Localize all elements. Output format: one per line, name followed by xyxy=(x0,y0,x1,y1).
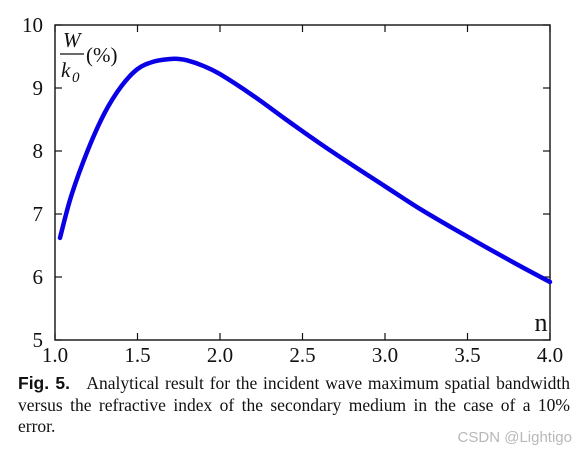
y-tick-label: 6 xyxy=(33,265,44,289)
y-tick-label: 7 xyxy=(33,202,44,226)
figure-caption: Fig. 5. Analytical result for the incide… xyxy=(18,373,570,438)
watermark: CSDN @Lightigo xyxy=(457,429,572,446)
y-tick-labels: 5 6 7 8 9 10 xyxy=(22,13,43,352)
x-axis-label: n xyxy=(535,308,548,337)
x-tick-label: 3.0 xyxy=(372,343,398,367)
x-tick-label: 4.0 xyxy=(537,343,563,367)
x-tick-label: 2.5 xyxy=(289,343,315,367)
y-label-denominator: k xyxy=(61,58,71,82)
x-tick-label: 3.5 xyxy=(454,343,480,367)
y-tick-label: 10 xyxy=(22,13,43,37)
x-tick-label: 1.0 xyxy=(42,343,68,367)
y-tick-label: 9 xyxy=(33,76,44,100)
y-tick-label: 5 xyxy=(33,328,44,352)
tick-marks xyxy=(54,24,551,341)
caption-label: Fig. 5. xyxy=(18,373,70,393)
caption-text: Analytical result for the incident wave … xyxy=(18,373,570,436)
y-label-subscript: 0 xyxy=(72,70,80,86)
x-tick-labels: 1.0 1.5 2.0 2.5 3.0 3.5 4.0 xyxy=(42,343,563,367)
series-line xyxy=(57,56,553,285)
y-axis-label: W k 0 (%) xyxy=(60,28,117,86)
line-chart: 1.0 1.5 2.0 2.5 3.0 3.5 4.0 5 6 7 8 9 10 n W k 0 (%… xyxy=(22,13,563,367)
y-label-unit: (%) xyxy=(86,43,117,67)
x-tick-label: 1.5 xyxy=(124,343,150,367)
y-tick-label: 8 xyxy=(33,139,44,163)
y-label-numerator: W xyxy=(63,28,83,52)
x-tick-label: 2.0 xyxy=(207,343,233,367)
plot-frame xyxy=(54,24,551,341)
